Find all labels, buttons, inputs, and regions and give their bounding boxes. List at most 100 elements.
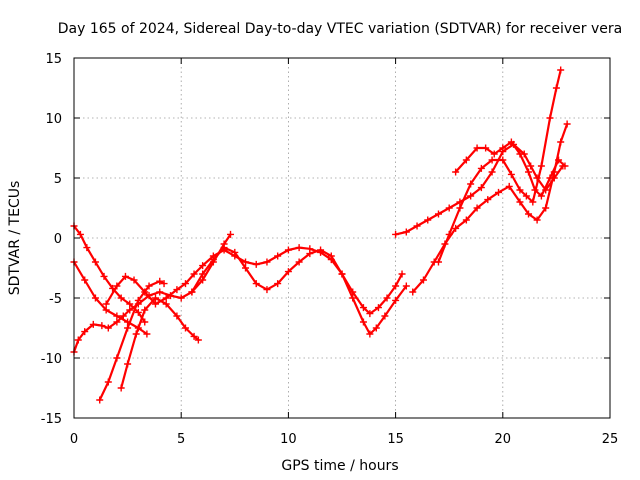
data-point: [424, 216, 432, 224]
data-point: [151, 294, 159, 302]
data-point: [467, 180, 475, 188]
data-point: [359, 304, 367, 312]
data-point: [499, 144, 507, 152]
data-point: [113, 282, 121, 290]
data-point: [242, 264, 250, 272]
series-arc-10: [434, 66, 565, 266]
series-arc-4: [96, 277, 168, 404]
data-point: [141, 288, 149, 296]
data-point: [81, 328, 89, 336]
data-point: [372, 324, 380, 332]
data-point: [188, 288, 196, 296]
data-point: [546, 174, 554, 182]
data-point: [484, 196, 492, 204]
data-point: [104, 378, 112, 386]
data-point: [113, 318, 121, 326]
data-point: [156, 277, 164, 285]
data-point: [495, 188, 503, 196]
data-point: [516, 198, 524, 206]
data-point: [81, 276, 89, 284]
data-point: [409, 288, 417, 296]
data-point: [531, 186, 539, 194]
data-point: [359, 318, 367, 326]
data-point: [113, 354, 121, 362]
data-point: [102, 306, 110, 314]
y-tick-label: -15: [41, 412, 62, 427]
series-line: [98, 280, 166, 402]
data-point: [83, 244, 91, 252]
data-point: [117, 294, 125, 302]
data-point: [173, 286, 181, 294]
data-point: [306, 250, 314, 258]
data-point: [402, 282, 410, 290]
data-point: [227, 230, 235, 238]
data-point: [392, 296, 400, 304]
data-point: [482, 144, 490, 152]
y-tick-label: 15: [45, 52, 62, 67]
data-point: [124, 360, 132, 368]
data-point: [488, 168, 496, 176]
data-point: [132, 330, 140, 338]
data-point: [402, 228, 410, 236]
data-point: [190, 270, 198, 278]
data-point: [366, 330, 374, 338]
x-axis-label: GPS time / hours: [281, 458, 398, 474]
series-line: [72, 233, 232, 354]
data-point: [542, 204, 550, 212]
data-point: [537, 162, 545, 170]
data-point: [383, 294, 391, 302]
data-point: [134, 296, 142, 304]
x-tick-label: 0: [70, 432, 78, 447]
data-point: [529, 198, 537, 206]
data-point: [263, 258, 271, 266]
data-point: [499, 156, 507, 164]
x-tick-label: 15: [387, 432, 404, 447]
data-point: [199, 262, 207, 270]
x-tick-label: 10: [280, 432, 297, 447]
data-point: [327, 252, 335, 260]
data-point: [231, 248, 239, 256]
data-point: [274, 252, 282, 260]
data-point: [263, 286, 271, 294]
data-point: [392, 230, 400, 238]
series-line: [190, 246, 408, 336]
data-point: [162, 300, 170, 308]
data-point: [124, 324, 132, 332]
data-point: [284, 268, 292, 276]
y-tick-label: 0: [54, 232, 62, 247]
data-point: [181, 324, 189, 332]
data-point: [141, 318, 149, 326]
data-point: [117, 384, 125, 392]
x-tick-label: 20: [495, 432, 512, 447]
data-point: [126, 300, 134, 308]
series-line: [72, 260, 148, 336]
data-point: [295, 258, 303, 266]
data-point: [462, 156, 470, 164]
series-arc-11: [452, 138, 569, 200]
data-point: [274, 280, 282, 288]
series-arc-7: [188, 244, 410, 338]
data-point: [162, 294, 170, 302]
data-point: [488, 156, 496, 164]
data-point: [143, 330, 151, 338]
data-point: [177, 294, 185, 302]
series-arc-6: [102, 244, 406, 318]
data-point: [284, 246, 292, 254]
data-point: [527, 162, 535, 170]
data-point: [100, 272, 108, 280]
data-point: [76, 230, 84, 238]
data-point: [522, 192, 530, 200]
data-point: [160, 280, 168, 288]
data-point: [91, 294, 99, 302]
data-point: [130, 276, 138, 284]
data-point: [349, 294, 357, 302]
x-tick-labels: 0 5 10 15 20 25: [70, 432, 618, 447]
data-point: [98, 322, 106, 330]
data-point: [434, 258, 442, 266]
data-point: [452, 224, 460, 232]
data-point: [555, 156, 563, 164]
data-point: [516, 186, 524, 194]
data-point: [563, 120, 571, 128]
axis-ticks: [73, 57, 611, 419]
